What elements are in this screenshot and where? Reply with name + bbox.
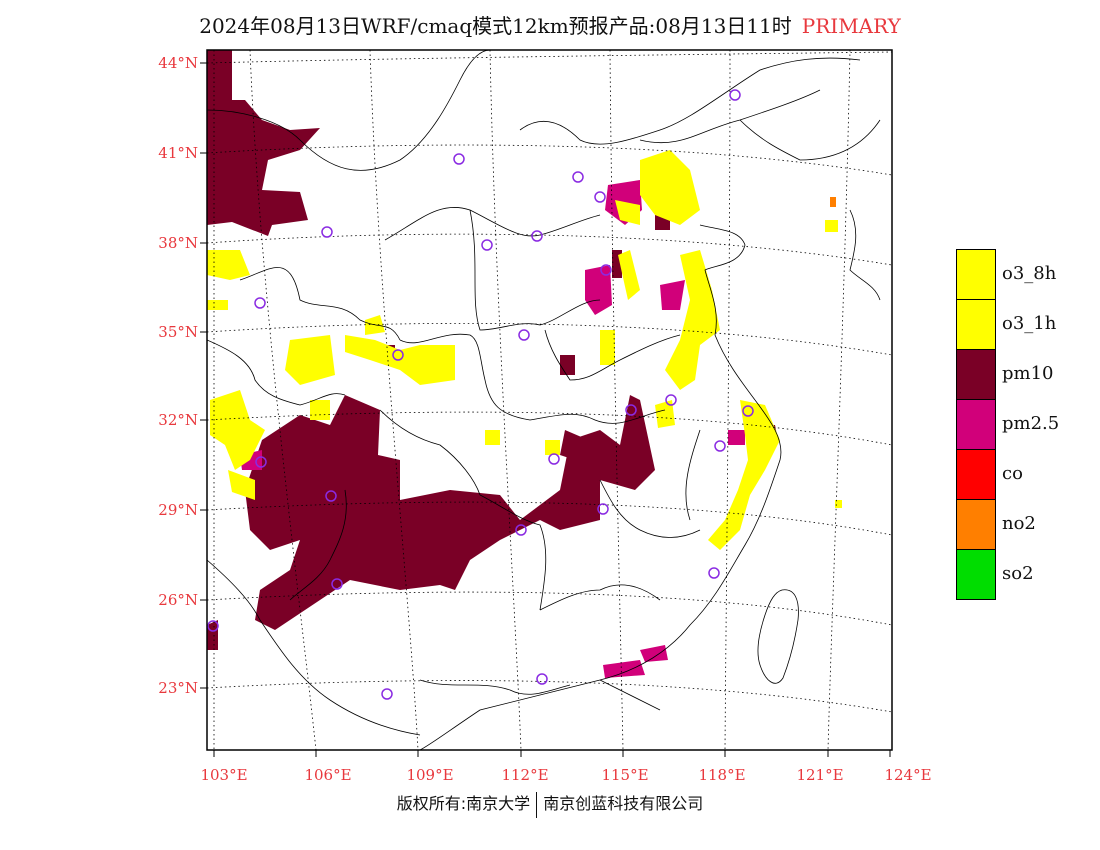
legend-label-co: co (1002, 463, 1023, 484)
lat-label-23n: 23°N (158, 679, 198, 697)
legend-label-pm10: pm10 (1002, 363, 1054, 384)
copyright-right: 南京创蓝科技有限公司 (543, 794, 704, 813)
province-boundaries (207, 50, 881, 750)
lon-label-106e: 106°E (304, 766, 352, 784)
legend-swatch-o3-8h (956, 249, 996, 300)
lat-label-41n: 41°N (158, 144, 198, 162)
legend-swatch-no2 (956, 499, 996, 550)
copyright-left: 版权所有:南京大学 (396, 794, 531, 813)
legend-label-pm25: pm2.5 (1002, 413, 1060, 434)
taiwan-outline (757, 589, 799, 684)
legend-label-o3-8h: o3_8h (1002, 263, 1057, 284)
legend-label-o3-1h: o3_1h (1002, 313, 1057, 334)
lon-label-121e: 121°E (796, 766, 844, 784)
legend-label-no2: no2 (1002, 513, 1036, 534)
lon-label-103e: 103°E (200, 766, 248, 784)
lat-label-35n: 35°N (158, 323, 198, 341)
copyright-divider (536, 791, 538, 818)
lon-label-109e: 109°E (406, 766, 454, 784)
legend-swatch-so2 (956, 549, 996, 600)
map-content (207, 50, 892, 750)
title-main: 2024年08月13日WRF/cmaq模式12km预报产品:08月13日11时 (199, 14, 792, 38)
lat-label-38n: 38°N (158, 234, 198, 252)
lat-label-32n: 32°N (158, 411, 198, 429)
map-frame (206, 49, 893, 751)
legend-label-so2: so2 (1002, 563, 1034, 584)
lon-label-112e: 112°E (501, 766, 549, 784)
legend-swatch-pm10 (956, 349, 996, 400)
lon-label-115e: 115°E (601, 766, 649, 784)
map-title: 2024年08月13日WRF/cmaq模式12km预报产品:08月13日11时 P… (0, 10, 1100, 39)
lon-label-124e: 124°E (884, 766, 932, 784)
no2-area (830, 197, 836, 207)
legend-swatch-o3-1h (956, 299, 996, 350)
legend-swatch-co (956, 449, 996, 500)
site-markers (207, 89, 754, 700)
lat-label-44n: 44°N (158, 54, 198, 72)
axis-ticks (200, 62, 891, 757)
legend-swatch-pm25 (956, 399, 996, 450)
title-primary-tag: PRIMARY (801, 14, 901, 38)
lat-label-29n: 29°N (158, 501, 198, 519)
lat-label-26n: 26°N (158, 591, 198, 609)
copyright-footer: 版权所有:南京大学 南京创蓝科技有限公司 (0, 790, 1100, 818)
lon-label-118e: 118°E (698, 766, 746, 784)
graticule (207, 50, 892, 750)
